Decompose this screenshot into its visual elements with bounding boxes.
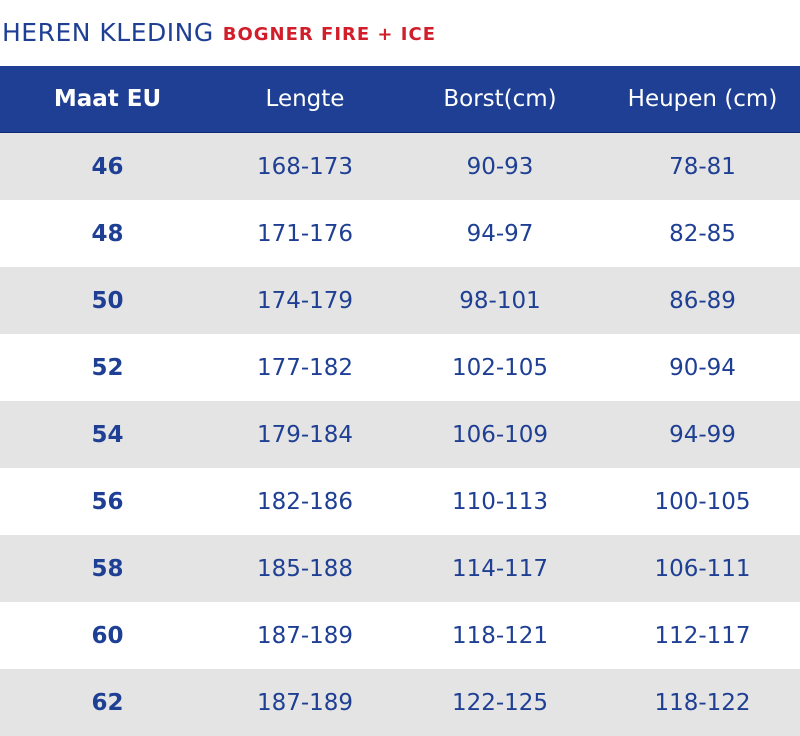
page-header: HEREN KLEDING BOGNER FIRE + ICE [0,0,800,66]
table-row: 58 185-188 114-117 106-111 [0,535,800,602]
cell-size: 56 [0,468,215,535]
cell-length: 185-188 [215,535,395,602]
cell-length: 187-189 [215,669,395,736]
table-row: 52 177-182 102-105 90-94 [0,334,800,401]
cell-length: 171-176 [215,200,395,267]
cell-hips: 90-94 [605,334,800,401]
cell-size: 50 [0,267,215,334]
cell-chest: 98-101 [395,267,605,334]
table-row: 50 174-179 98-101 86-89 [0,267,800,334]
page-title: HEREN KLEDING [2,17,214,47]
cell-chest: 114-117 [395,535,605,602]
cell-chest: 94-97 [395,200,605,267]
cell-chest: 102-105 [395,334,605,401]
table-header-row: Maat EU Lengte Borst(cm) Heupen (cm) [0,66,800,133]
cell-size: 46 [0,132,215,200]
cell-length: 182-186 [215,468,395,535]
cell-chest: 118-121 [395,602,605,669]
table-row: 56 182-186 110-113 100-105 [0,468,800,535]
cell-hips: 100-105 [605,468,800,535]
cell-hips: 106-111 [605,535,800,602]
cell-hips: 112-117 [605,602,800,669]
cell-chest: 122-125 [395,669,605,736]
cell-chest: 90-93 [395,132,605,200]
cell-size: 60 [0,602,215,669]
table-row: 62 187-189 122-125 118-122 [0,669,800,736]
cell-size: 62 [0,669,215,736]
brand-subtitle: BOGNER FIRE + ICE [222,24,436,45]
cell-size: 58 [0,535,215,602]
size-chart-table: Maat EU Lengte Borst(cm) Heupen (cm) 46 … [0,66,800,736]
cell-length: 177-182 [215,334,395,401]
column-header-length: Lengte [215,66,395,133]
column-header-chest: Borst(cm) [395,66,605,133]
table-row: 54 179-184 106-109 94-99 [0,401,800,468]
table-row: 46 168-173 90-93 78-81 [0,132,800,200]
table-row: 48 171-176 94-97 82-85 [0,200,800,267]
cell-length: 179-184 [215,401,395,468]
cell-hips: 118-122 [605,669,800,736]
table-row: 60 187-189 118-121 112-117 [0,602,800,669]
cell-chest: 110-113 [395,468,605,535]
cell-length: 168-173 [215,132,395,200]
column-header-size: Maat EU [0,66,215,133]
cell-hips: 86-89 [605,267,800,334]
cell-size: 48 [0,200,215,267]
cell-hips: 78-81 [605,132,800,200]
cell-size: 54 [0,401,215,468]
cell-length: 174-179 [215,267,395,334]
cell-length: 187-189 [215,602,395,669]
cell-size: 52 [0,334,215,401]
cell-hips: 94-99 [605,401,800,468]
cell-chest: 106-109 [395,401,605,468]
cell-hips: 82-85 [605,200,800,267]
column-header-hips: Heupen (cm) [605,66,800,133]
